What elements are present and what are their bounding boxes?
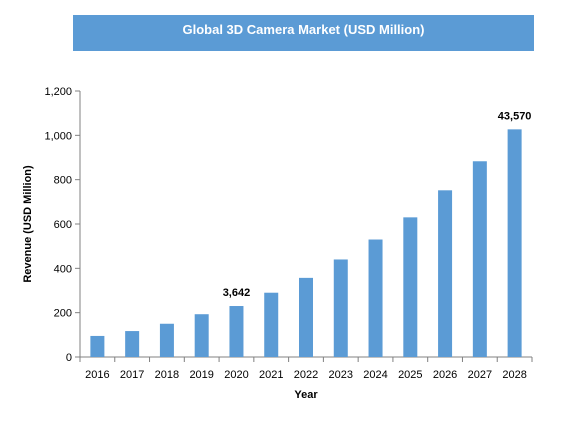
- x-axis: 2016 2017 2018 2019 2020 2021 2022 2023 2024 2025…: [79, 356, 533, 381]
- data-label: 43,570: [498, 110, 532, 122]
- bar: [264, 292, 279, 357]
- x-tick-label: 2028: [502, 369, 526, 381]
- chart-title-banner: Global 3D Camera Market (USD Million): [73, 15, 534, 51]
- y-axis: 0 200 400 600 800 1,000 1,200: [44, 86, 81, 364]
- x-tick-label: 2026: [433, 369, 457, 381]
- bar: [333, 259, 348, 357]
- bar-series: [90, 129, 522, 357]
- x-tick-label: 2016: [85, 369, 109, 381]
- bar: [125, 331, 140, 357]
- y-tick-label: 600: [54, 219, 72, 231]
- chart-title: Global 3D Camera Market (USD Million): [182, 21, 425, 37]
- bar: [229, 306, 244, 357]
- x-tick-label: 2020: [224, 369, 248, 381]
- bar: [90, 335, 105, 357]
- x-tick-label: 2025: [398, 369, 422, 381]
- x-tick-label: 2027: [468, 369, 492, 381]
- bar: [438, 190, 453, 357]
- bar: [159, 323, 174, 357]
- x-tick-label: 2022: [294, 369, 318, 381]
- bar: [299, 277, 313, 357]
- bar: [368, 239, 383, 357]
- data-labels: 3,642 43,570: [223, 110, 532, 299]
- y-tick-label: 400: [54, 263, 72, 275]
- bar: [507, 129, 522, 357]
- x-tick-label: 2019: [189, 369, 213, 381]
- y-tick-label: 1,200: [44, 86, 72, 98]
- data-label: 3,642: [223, 287, 251, 299]
- y-tick-label: 0: [66, 352, 72, 364]
- x-tick-label: 2024: [363, 369, 387, 381]
- y-axis-title: Revenue (USD Million): [22, 165, 34, 283]
- x-tick-label: 2023: [329, 369, 353, 381]
- x-tick-label: 2018: [155, 369, 179, 381]
- bar: [403, 217, 418, 357]
- y-tick-label: 800: [54, 175, 72, 187]
- y-tick-label: 1,000: [44, 130, 72, 142]
- bar: [472, 161, 487, 357]
- bar: [194, 314, 209, 357]
- x-tick-label: 2021: [259, 369, 283, 381]
- y-tick-label: 200: [54, 308, 72, 320]
- x-axis-title: Year: [294, 389, 318, 401]
- x-tick-label: 2017: [120, 369, 144, 381]
